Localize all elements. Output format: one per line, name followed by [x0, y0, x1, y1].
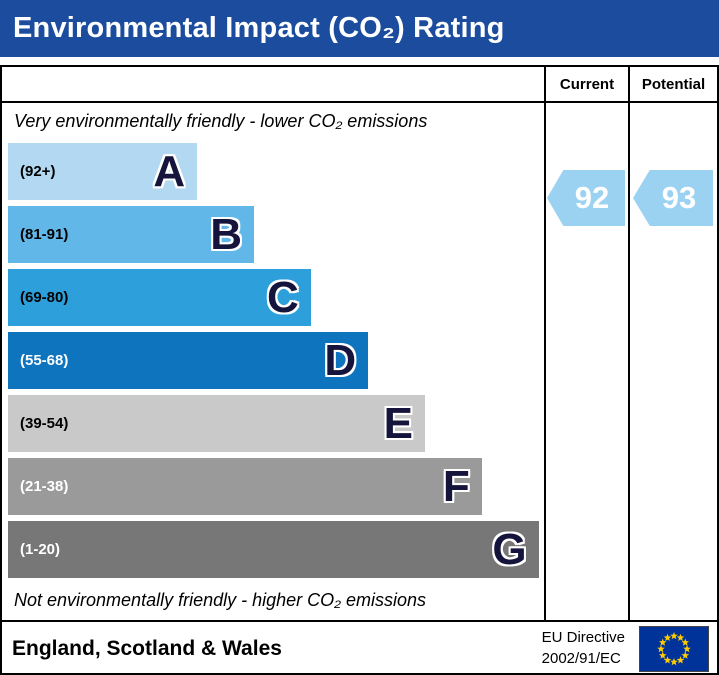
band-c-bar: (69-80) C — [8, 269, 311, 326]
band-g-bar: (1-20) G — [8, 521, 539, 578]
band-range: (92+) — [20, 163, 56, 180]
band-e-bar: (39-54) E — [8, 395, 425, 452]
region-label: England, Scotland & Wales — [12, 636, 282, 660]
band-b-bar: (81-91) B — [8, 206, 255, 263]
header-spacer — [2, 67, 544, 103]
band-range: (69-80) — [20, 289, 69, 306]
eu-directive-line1: EU Directive — [541, 629, 625, 647]
band-letter: A — [153, 146, 186, 196]
band-row-g: (1-20) G — [2, 518, 544, 581]
potential-rating-value: 93 — [661, 180, 697, 215]
band-row-c: (69-80) C — [2, 266, 544, 329]
band-f-bar: (21-38) F — [8, 458, 482, 515]
rating-chart: Current Potential Very environmentally f… — [2, 67, 717, 622]
title-bar: Environmental Impact (CO₂) Rating — [0, 0, 719, 57]
potential-rating-arrow: 93 — [633, 170, 713, 226]
eu-directive-label: EU Directive 2002/91/EC — [542, 628, 625, 669]
current-rating-value: 92 — [574, 180, 610, 215]
current-column-header: Current — [544, 67, 628, 103]
eu-flag-icon — [639, 625, 709, 672]
band-letter: B — [210, 209, 243, 259]
bottom-note: Not environmentally friendly - higher CO… — [14, 590, 427, 610]
band-letter: F — [442, 461, 470, 511]
chart-frame: Current Potential Very environmentally f… — [0, 65, 719, 675]
band-letter: E — [383, 398, 413, 448]
band-letter: C — [267, 272, 299, 322]
potential-column: 93 — [628, 103, 717, 620]
band-row-f: (21-38) F — [2, 455, 544, 518]
band-range: (81-91) — [20, 226, 69, 243]
band-d-bar: (55-68) D — [8, 332, 369, 389]
top-note: Very environmentally friendly - lower CO… — [14, 111, 428, 131]
band-row-a: (92+) A — [2, 140, 544, 203]
footer: England, Scotland & Wales EU Directive 2… — [2, 622, 717, 675]
band-letter: G — [492, 524, 527, 574]
band-range: (21-38) — [20, 478, 69, 495]
band-row-e: (39-54) E — [2, 392, 544, 455]
current-rating-arrow: 92 — [547, 170, 625, 226]
band-a-bar: (92+) A — [8, 143, 198, 200]
band-range: (1-20) — [20, 541, 61, 558]
current-column: 92 — [544, 103, 628, 620]
band-letter: D — [324, 335, 357, 385]
band-row-b: (81-91) B — [2, 203, 544, 266]
band-range: (39-54) — [20, 415, 69, 432]
band-row-d: (55-68) D — [2, 329, 544, 392]
potential-column-header: Potential — [628, 67, 717, 103]
band-range: (55-68) — [20, 352, 69, 369]
bands-area: Very environmentally friendly - lower CO… — [2, 103, 544, 620]
page-title: Environmental Impact (CO₂) Rating — [13, 12, 505, 44]
eu-directive-line2: 2002/91/EC — [541, 649, 621, 667]
